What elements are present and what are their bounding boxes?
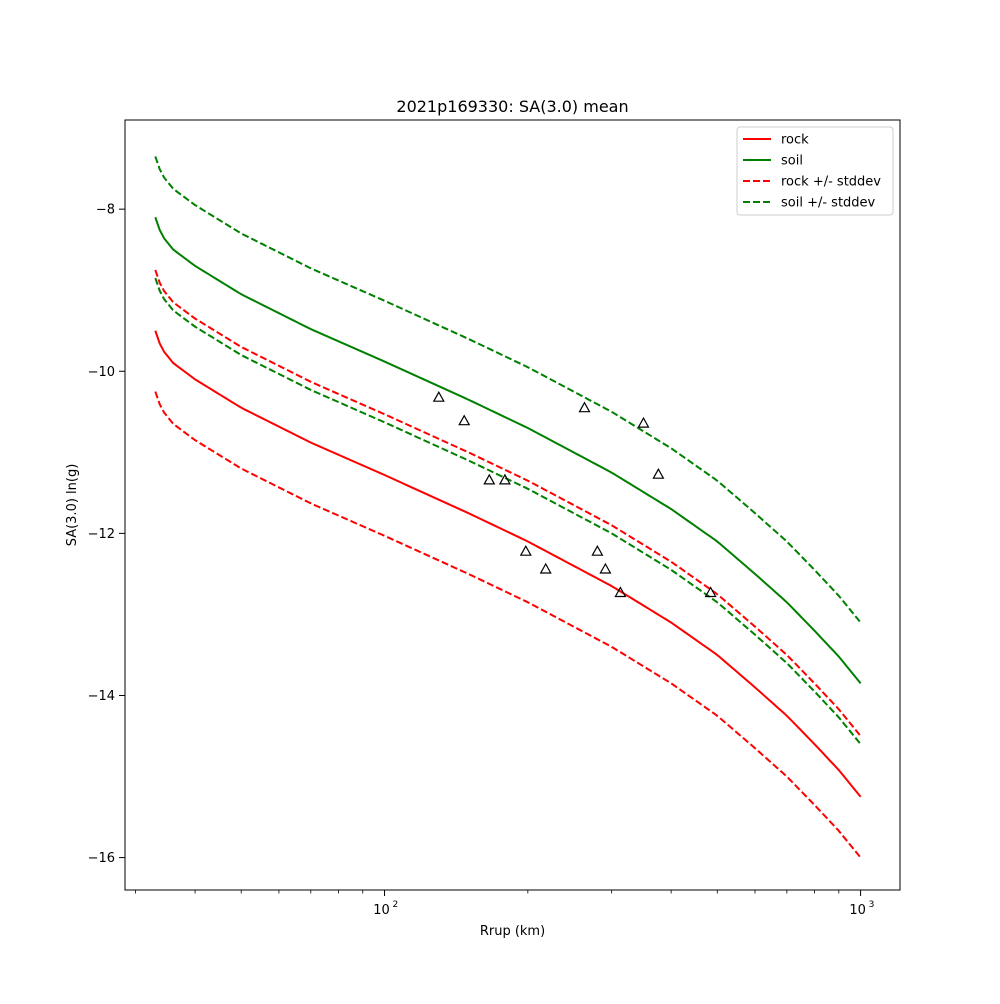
y-axis-label: SA(3.0) ln(g) xyxy=(65,464,80,547)
legend-label: rock +/- stddev xyxy=(781,175,881,190)
observation-marker xyxy=(614,586,627,598)
soil-line-1 xyxy=(154,216,862,684)
axis-ticks: 10 2 10 3−8−10−12−14−16 xyxy=(88,203,875,918)
legend-label: rock xyxy=(781,133,809,148)
rock-line-0 xyxy=(154,330,862,798)
x-tick-label: 10 xyxy=(373,903,390,918)
y-tick-label: −16 xyxy=(88,851,115,866)
observation-marker xyxy=(498,473,511,485)
observation-marker xyxy=(704,586,717,598)
observation-marker xyxy=(652,467,665,479)
legend: rock soil rock +/- stddev soil +/- stddev xyxy=(736,126,894,216)
legend-label: soil +/- stddev xyxy=(781,196,876,211)
x-tick-exponent: 2 xyxy=(393,900,399,910)
legend-box xyxy=(736,126,894,216)
observation-marker xyxy=(591,544,604,556)
observation-marker xyxy=(637,416,650,428)
chart-title: 2021p169330: SA(3.0) mean xyxy=(396,97,628,116)
observation-marker xyxy=(483,473,496,485)
y-tick-label: −14 xyxy=(88,689,115,704)
y-tick-label: −12 xyxy=(88,527,115,542)
observation-marker xyxy=(578,401,591,413)
observation-markers xyxy=(432,390,717,598)
observation-marker xyxy=(539,562,552,574)
y-tick-label: −10 xyxy=(88,365,115,380)
x-axis-label: Rrup (km) xyxy=(480,924,545,939)
legend-label: soil xyxy=(781,154,803,169)
observation-marker xyxy=(519,544,532,556)
rock-stddev-line-2 xyxy=(154,269,862,737)
soil-stddev-line-4 xyxy=(154,156,862,624)
plot-frame xyxy=(124,119,901,891)
x-tick-label: 10 xyxy=(849,903,866,918)
x-tick-exponent: 3 xyxy=(869,900,875,910)
observation-marker xyxy=(432,390,445,402)
observation-marker xyxy=(458,414,471,426)
y-tick-label: −8 xyxy=(96,203,115,218)
stddev-band-line-3 xyxy=(154,391,862,859)
observation-marker xyxy=(599,562,612,574)
